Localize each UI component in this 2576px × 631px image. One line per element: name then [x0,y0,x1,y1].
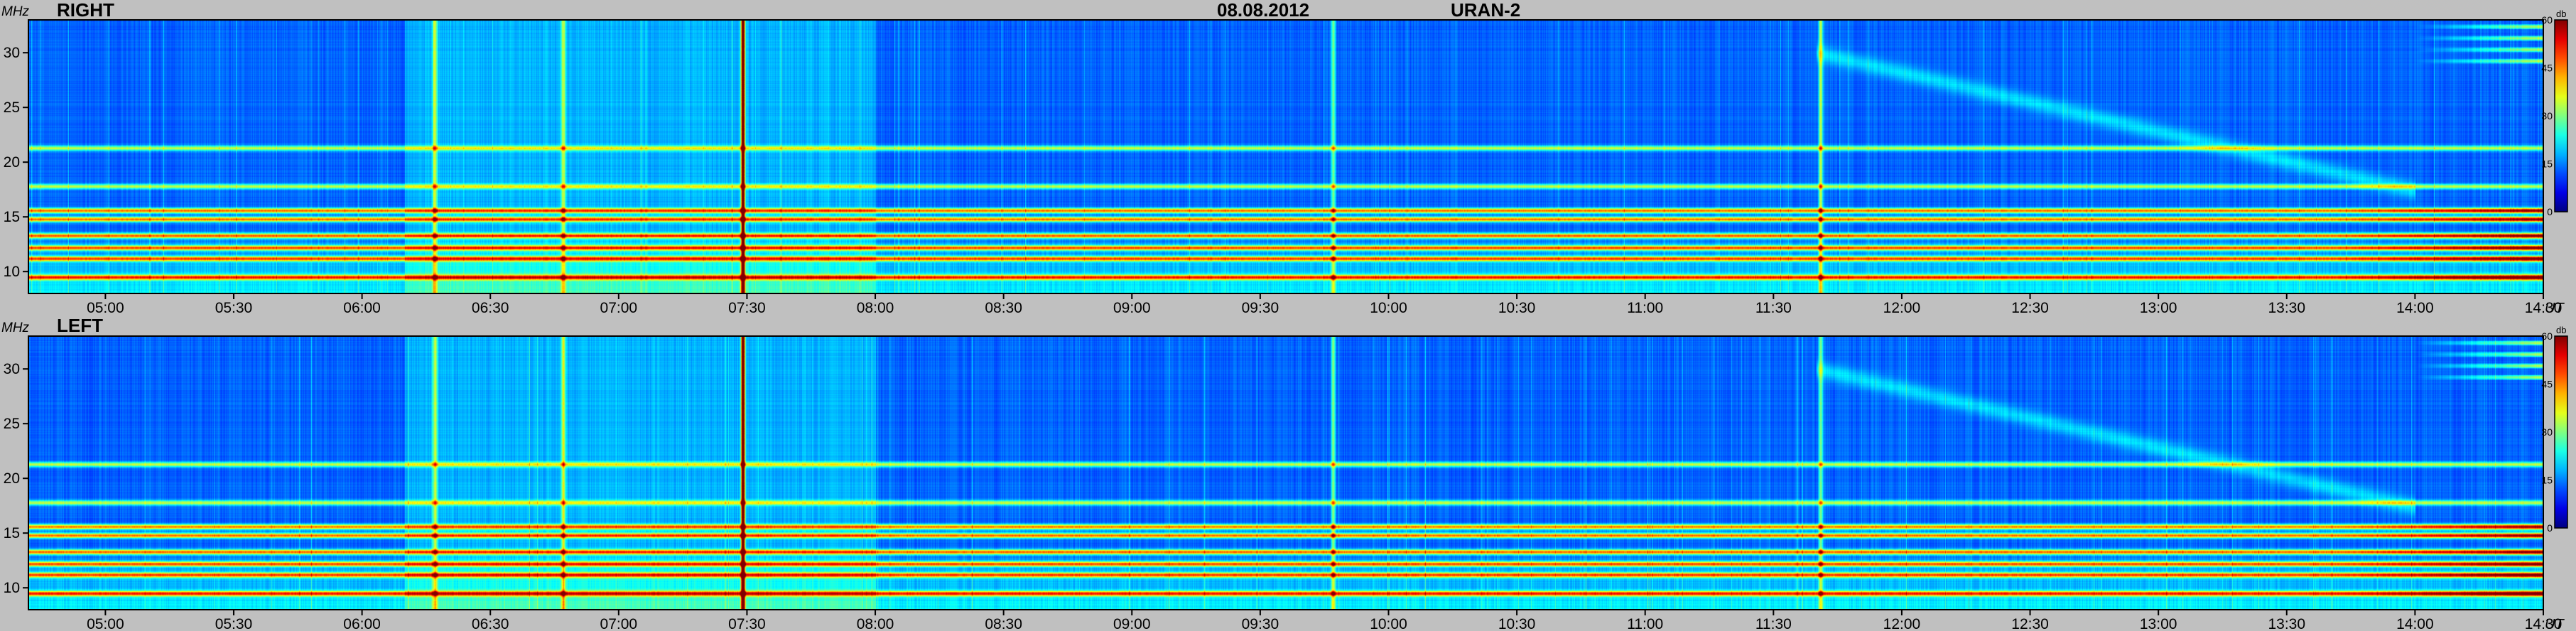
x-tick-label: 11:30 [1755,300,1792,316]
instrument-label: URAN-2 [1451,0,1521,21]
colorbar-tick-label: 60 [2541,330,2553,342]
x-tick-label: 09:00 [1113,616,1151,631]
y-tick-label: 15 [4,525,20,541]
y-tick-label: 25 [4,99,20,116]
colorbar-tick-label: 45 [2541,379,2553,390]
x-tick-label: 12:30 [2011,300,2049,316]
x-tick-label: 07:00 [600,616,638,631]
y-tick-label: 25 [4,416,20,432]
x-tick-label: 13:00 [2140,616,2177,631]
x-tick-label: 07:30 [728,616,766,631]
bottom-panel-title: LEFT [57,315,103,336]
colorbar-tick-label: 15 [2541,158,2553,170]
colorbar [2554,19,2568,212]
x-tick-label: 06:00 [343,300,381,316]
x-tick-label: 12:00 [1883,616,1921,631]
x-tick-label: 13:00 [2140,300,2177,316]
colorbar-unit: db [2556,325,2566,335]
x-axis-unit: UT [2545,301,2565,316]
y-tick-label: 20 [4,154,20,171]
colorbar-tick-label: 30 [2541,426,2553,438]
date-label: 08.08.2012 [1217,0,1310,21]
colorbar-tick-label: 45 [2541,63,2553,74]
top-ylabel: MHz [1,4,30,19]
x-tick-label: 14:00 [2396,300,2434,316]
x-tick-label: 09:30 [1242,616,1279,631]
colorbar-unit: db [2556,9,2566,19]
x-tick-label: 10:00 [1370,616,1407,631]
x-tick-label: 11:00 [1627,300,1663,316]
x-tick-label: 10:30 [1498,616,1536,631]
y-tick-label: 10 [4,580,20,596]
x-tick-label: 14:00 [2396,616,2434,631]
x-tick-label: 08:30 [985,300,1022,316]
x-tick-label: 05:30 [215,300,253,316]
x-tick-label: 05:00 [87,616,124,631]
x-tick-label: 05:30 [215,616,253,631]
x-tick-label: 09:00 [1113,300,1151,316]
y-tick-label: 20 [4,470,20,487]
y-tick-label: 30 [4,45,20,61]
bottom-spectrogram [28,336,2543,610]
x-tick-label: 07:30 [728,300,766,316]
x-tick-label: 09:30 [1242,300,1279,316]
y-tick-label: 30 [4,361,20,377]
colorbar [2554,335,2568,529]
top-panel-title: RIGHT [57,0,114,21]
x-tick-label: 11:00 [1627,616,1663,631]
x-tick-label: 06:00 [343,616,381,631]
x-tick-label: 13:30 [2268,300,2305,316]
x-tick-label: 10:30 [1498,300,1536,316]
x-tick-label: 14:30 [2525,616,2563,631]
colorbar-tick-label: 30 [2541,110,2553,122]
x-tick-label: 07:00 [600,300,638,316]
plot-frame [28,335,2544,610]
colorbar-tick-label: 0 [2547,522,2553,534]
x-tick-label: 12:30 [2011,616,2049,631]
top-spectrogram [28,20,2543,293]
plot-frame [28,19,2544,294]
colorbar-tick-label: 0 [2547,206,2553,217]
x-tick-label: 05:00 [87,300,124,316]
x-tick-label: 08:00 [857,616,894,631]
x-tick-label: 08:00 [857,300,894,316]
x-tick-label: 11:30 [1755,616,1792,631]
x-tick-label: 08:30 [985,616,1022,631]
top-spectrogram-panel [28,20,2543,293]
x-tick-label: 14:30 [2525,300,2563,316]
x-tick-label: 06:30 [472,616,509,631]
x-axis-unit: UT [2545,617,2565,631]
x-tick-label: 06:30 [472,300,509,316]
bottom-spectrogram-panel [28,336,2543,610]
x-tick-label: 13:30 [2268,616,2305,631]
y-tick-label: 15 [4,209,20,225]
x-tick-label: 12:00 [1883,300,1921,316]
bottom-ylabel: MHz [1,320,30,335]
y-tick-label: 10 [4,264,20,280]
x-tick-label: 10:00 [1370,300,1407,316]
colorbar-tick-label: 15 [2541,475,2553,486]
colorbar-tick-label: 60 [2541,14,2553,26]
